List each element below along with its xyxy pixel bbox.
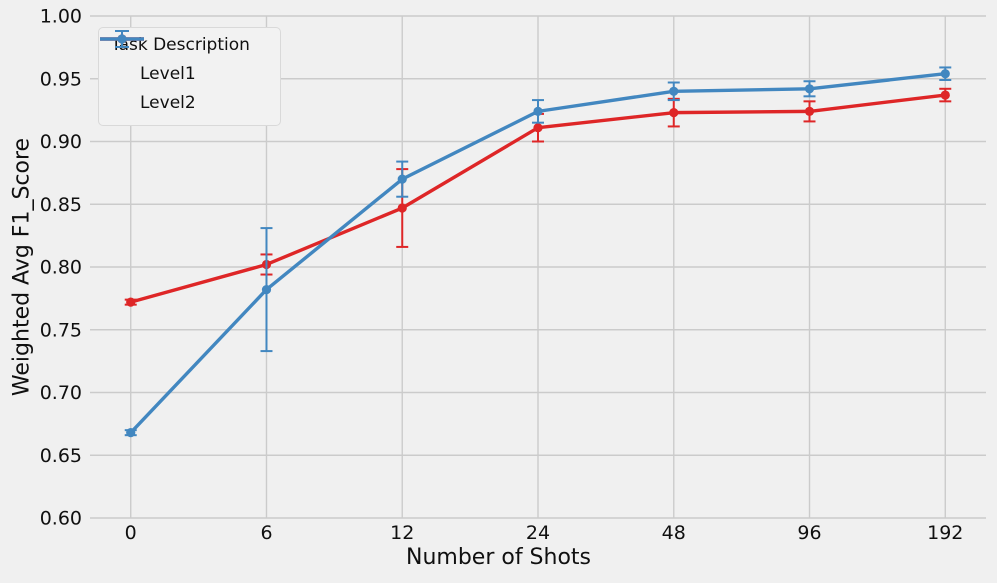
data-point-level2-96 bbox=[804, 84, 815, 94]
data-point-level2-192 bbox=[940, 69, 950, 79]
data-point-level1-96 bbox=[804, 106, 815, 116]
legend-item-level1: Level1 bbox=[100, 30, 266, 88]
series-level2 bbox=[124, 66, 952, 438]
data-point-level1-24 bbox=[533, 123, 543, 133]
x-tick-label: 12 bbox=[390, 522, 414, 544]
y-tick-label: 0.80 bbox=[40, 257, 82, 279]
data-point-level1-48 bbox=[669, 108, 679, 118]
data-point-level2-12 bbox=[397, 174, 407, 184]
y-tick-label: 0.60 bbox=[40, 508, 82, 530]
y-tick-label: 0.90 bbox=[40, 131, 82, 153]
data-point-level1-12 bbox=[397, 203, 407, 213]
y-tick-label: 0.65 bbox=[40, 445, 82, 467]
legend-label-level1: Level1 bbox=[140, 63, 196, 84]
x-tick-label: 0 bbox=[125, 522, 137, 544]
legend-label-level2: Level2 bbox=[140, 92, 196, 113]
errorbar-marker-icon bbox=[100, 30, 144, 48]
data-point-level2-24 bbox=[533, 106, 543, 116]
x-tick-label: 6 bbox=[260, 522, 272, 544]
y-tick-label: 1.00 bbox=[40, 6, 82, 28]
x-tick-label: 48 bbox=[662, 522, 686, 544]
y-tick-label: 0.95 bbox=[40, 68, 82, 90]
y-tick-label: 0.85 bbox=[40, 194, 82, 216]
x-axis-label: Number of Shots bbox=[405, 545, 592, 570]
x-tick-label: 96 bbox=[797, 522, 821, 544]
x-tick-label: 24 bbox=[526, 522, 550, 544]
legend-item-level2: Level2 bbox=[100, 30, 266, 117]
data-point-level2-6 bbox=[261, 284, 272, 295]
y-axis-label: Weighted Avg F1_Score bbox=[9, 137, 35, 397]
legend-title: Task Description bbox=[111, 35, 250, 55]
data-point-level2-48 bbox=[669, 86, 679, 96]
x-tick-label: 192 bbox=[927, 522, 963, 544]
y-tick-label: 0.70 bbox=[40, 382, 82, 404]
tick-labels: 0.60 0.65 0.70 0.75 0.80 0.85 0.90 0.95 1.00 0 6 12… bbox=[40, 6, 964, 545]
data-point-level1-0 bbox=[126, 297, 136, 307]
data-point-level2-0 bbox=[126, 428, 136, 438]
legend: Task Description Level1 Level2 bbox=[98, 27, 281, 126]
y-tick-label: 0.75 bbox=[40, 319, 82, 341]
data-point-level1-192 bbox=[940, 90, 950, 100]
